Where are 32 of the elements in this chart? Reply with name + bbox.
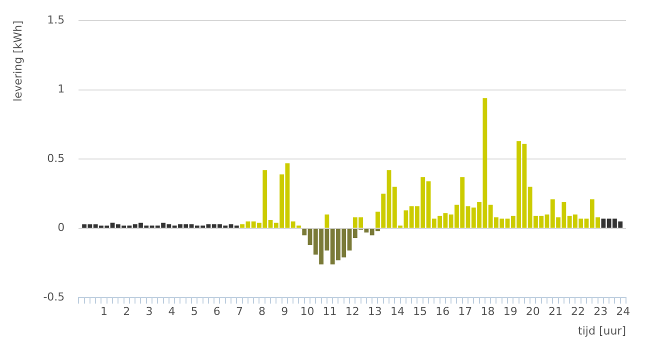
x-tick-label: 1 <box>100 305 108 318</box>
x-tick-label: 11 <box>322 305 337 318</box>
x-tick-label: 20 <box>526 305 540 318</box>
y-tick-label: -0.5 <box>43 290 65 304</box>
x-tick-label: 17 <box>458 305 472 318</box>
x-tick-label: 22 <box>571 305 586 318</box>
x-tick-label: 8 <box>258 305 266 318</box>
y-tick-label: 0.5 <box>47 152 65 165</box>
x-tick-label: 3 <box>146 305 153 318</box>
bar <box>324 214 330 228</box>
x-tick-label: 15 <box>413 305 428 318</box>
x-tick-label: 6 <box>213 305 220 318</box>
x-tick-label: 21 <box>548 305 562 318</box>
x-tick-label: 4 <box>168 305 176 318</box>
x-tick-label: 2 <box>123 305 130 318</box>
x-tick-label: 18 <box>480 305 495 318</box>
x-tick-label: 19 <box>503 305 518 318</box>
x-tick-label: 5 <box>190 305 198 318</box>
y-axis-title: levering [kWh] <box>11 20 24 102</box>
y-tick-label: 1 <box>58 82 65 96</box>
x-tick-label: 23 <box>594 305 608 318</box>
x-tick-label: 14 <box>390 305 404 318</box>
x-tick-label: 7 <box>236 305 243 318</box>
x-tick-label: 12 <box>345 305 360 318</box>
x-tick-label: 24 <box>616 305 630 318</box>
x-axis-title: tijd [uur] <box>578 324 626 338</box>
x-tick-label: 9 <box>281 305 288 318</box>
y-tick-label: 1.5 <box>47 13 65 26</box>
x-tick-label: 10 <box>300 305 314 318</box>
x-tick-label: 13 <box>368 305 382 318</box>
x-tick-label: 16 <box>436 305 450 318</box>
y-tick-label: 0 <box>58 221 65 234</box>
